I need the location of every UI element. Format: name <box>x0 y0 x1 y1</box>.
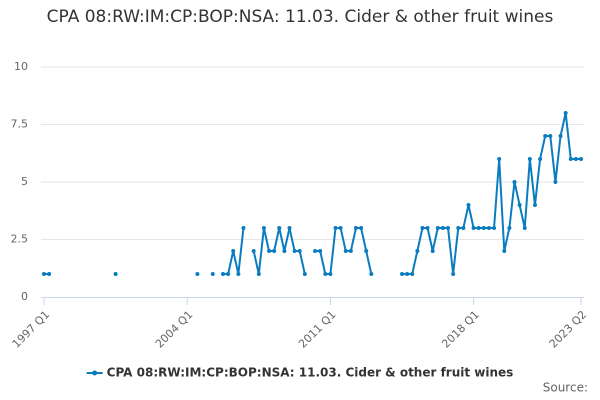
point <box>261 226 266 230</box>
source: Source: <box>543 381 588 395</box>
point <box>282 249 287 253</box>
point <box>113 272 118 276</box>
point <box>486 226 491 230</box>
point <box>338 226 343 230</box>
point <box>558 134 563 138</box>
x-tick-label: 2023 Q2 <box>547 308 590 351</box>
point <box>241 226 246 230</box>
point <box>267 249 272 253</box>
point <box>364 249 369 253</box>
x-tick-label: 2011 Q1 <box>296 308 339 351</box>
point <box>466 203 471 207</box>
point <box>272 249 277 253</box>
point <box>348 249 353 253</box>
point <box>410 272 415 276</box>
point <box>563 111 568 115</box>
point <box>512 180 517 184</box>
point <box>522 226 527 230</box>
point <box>461 226 466 230</box>
point <box>471 226 476 230</box>
point <box>553 180 558 184</box>
legend-marker <box>92 370 98 376</box>
point <box>287 226 292 230</box>
y-tick-label: 10 <box>14 60 28 73</box>
point <box>313 249 318 253</box>
point <box>226 272 231 276</box>
point <box>548 134 553 138</box>
point <box>328 272 333 276</box>
point <box>415 249 420 253</box>
point <box>292 249 297 253</box>
point <box>297 249 302 253</box>
point <box>435 226 440 230</box>
point <box>277 226 282 230</box>
point <box>579 157 583 161</box>
point <box>481 226 486 230</box>
point <box>451 272 456 276</box>
legend-label: CPA 08:RW:IM:CP:BOP:NSA: 11.03. Cider & … <box>107 366 514 380</box>
point <box>343 249 348 253</box>
x-tick-label: 2004 Q1 <box>153 308 196 351</box>
point <box>492 226 497 230</box>
point <box>425 226 430 230</box>
point <box>420 226 425 230</box>
point <box>476 226 481 230</box>
point <box>400 272 404 276</box>
x-tick-label: 2018 Q1 <box>439 308 482 351</box>
x-tick-label: 1997 Q1 <box>10 308 53 351</box>
point <box>251 249 256 253</box>
y-tick-label: 0 <box>21 290 28 303</box>
point <box>231 249 236 253</box>
point <box>318 249 323 253</box>
point <box>302 272 307 276</box>
point <box>502 249 507 253</box>
point <box>538 157 543 161</box>
point <box>440 226 445 230</box>
chart-title: CPA 08:RW:IM:CP:BOP:NSA: 11.03. Cider & … <box>46 7 554 27</box>
point <box>517 203 522 207</box>
point <box>359 226 364 230</box>
point <box>256 272 261 276</box>
point <box>532 203 537 207</box>
point <box>405 272 410 276</box>
line <box>44 112 581 275</box>
point <box>221 272 225 276</box>
point <box>507 226 512 230</box>
point <box>573 157 578 161</box>
point <box>323 272 328 276</box>
y-tick-label: 5 <box>21 175 28 188</box>
y-tick-label: 7.5 <box>11 118 29 131</box>
point <box>568 157 573 161</box>
point <box>497 157 502 161</box>
point <box>210 272 215 276</box>
point <box>543 134 548 138</box>
point <box>236 272 241 276</box>
point <box>527 157 532 161</box>
point <box>47 272 52 276</box>
point <box>333 226 338 230</box>
point <box>446 226 451 230</box>
y-tick-label: 2.5 <box>11 233 29 246</box>
point <box>42 272 46 276</box>
point <box>195 272 200 276</box>
point <box>353 226 358 230</box>
point <box>430 249 435 253</box>
point <box>456 226 461 230</box>
point <box>369 272 374 276</box>
